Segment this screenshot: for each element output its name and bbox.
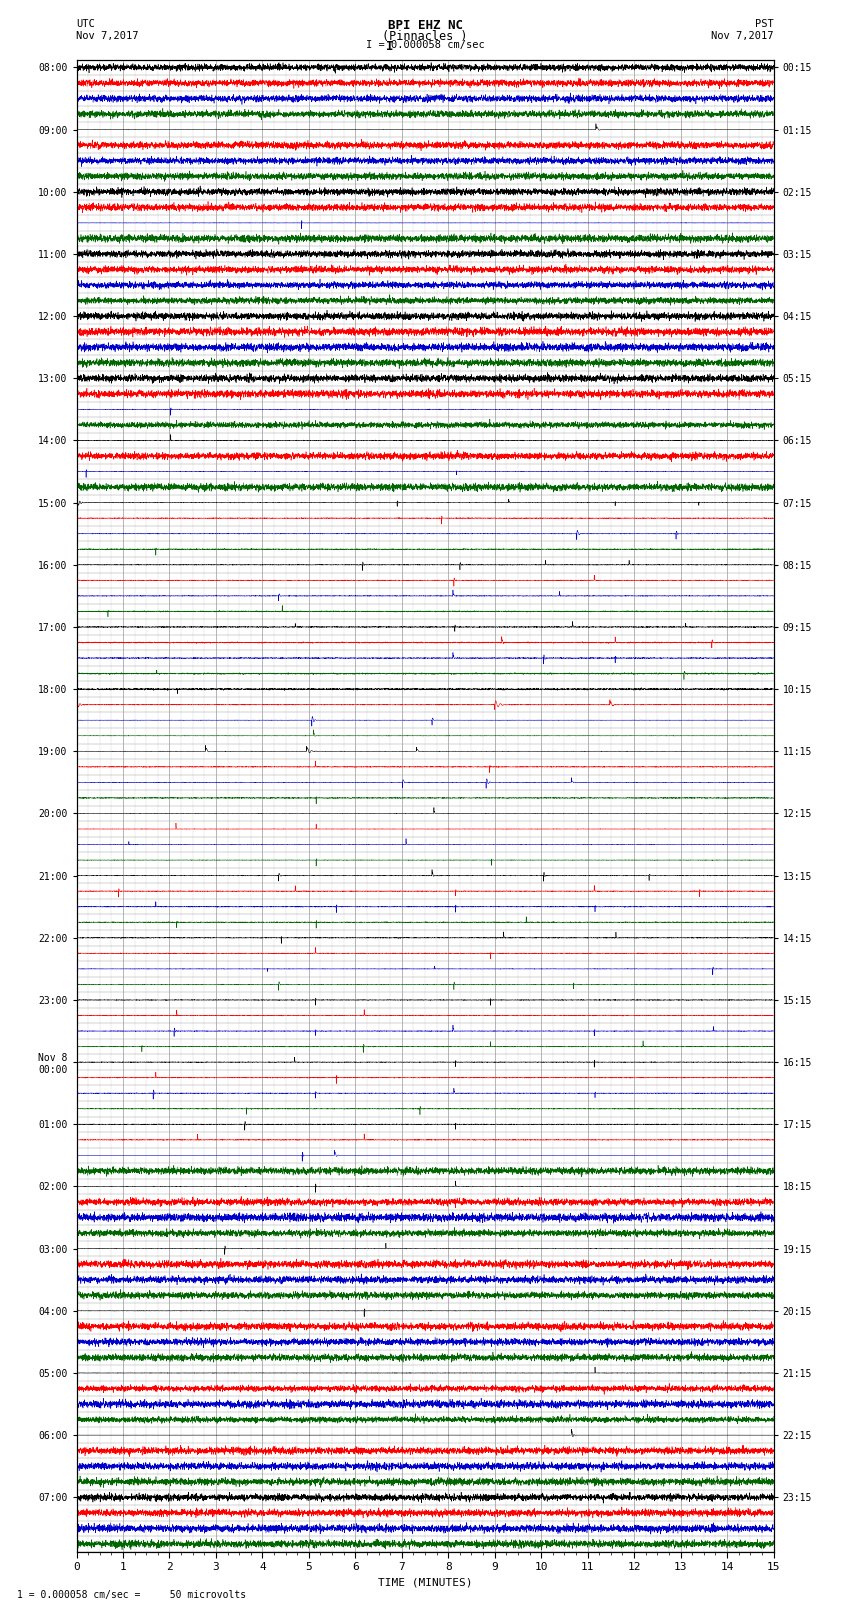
Text: BPI EHZ NC: BPI EHZ NC xyxy=(388,18,462,32)
Text: Nov 7,2017: Nov 7,2017 xyxy=(76,31,139,40)
Text: Nov 7,2017: Nov 7,2017 xyxy=(711,31,774,40)
Text: I = 0.000058 cm/sec: I = 0.000058 cm/sec xyxy=(366,39,484,50)
Text: 1 = 0.000058 cm/sec =     50 microvolts: 1 = 0.000058 cm/sec = 50 microvolts xyxy=(17,1590,246,1600)
Text: PST: PST xyxy=(755,19,774,29)
Text: I: I xyxy=(386,39,393,53)
Text: UTC: UTC xyxy=(76,19,95,29)
X-axis label: TIME (MINUTES): TIME (MINUTES) xyxy=(377,1578,473,1587)
Text: (Pinnacles ): (Pinnacles ) xyxy=(382,31,468,44)
